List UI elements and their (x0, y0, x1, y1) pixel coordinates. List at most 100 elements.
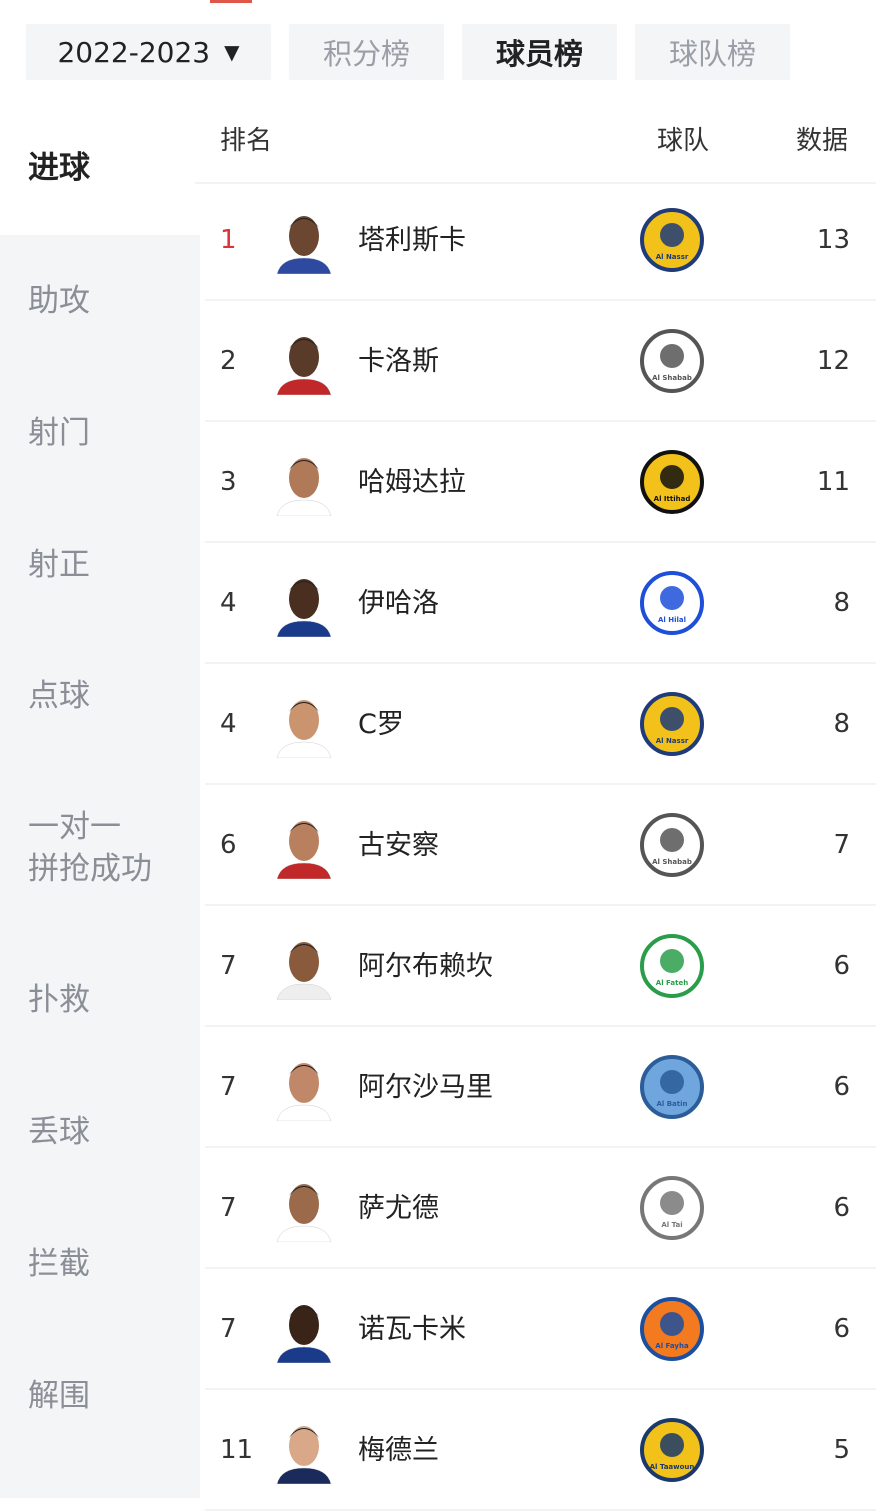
stat-value: 7 (833, 830, 850, 860)
team-name: Al Nassr (656, 737, 689, 745)
team-name: Al Shabab (652, 374, 692, 382)
sidebar-item-label: 丢球 (28, 1114, 90, 1150)
player-name[interactable]: 古安察 (358, 830, 439, 861)
sidebar-item-label: 扑救 (28, 982, 90, 1018)
sidebar-item-label: 一对一 拼抢成功 (28, 809, 152, 887)
rank: 2 (220, 346, 237, 376)
player-name[interactable]: 萨尤德 (358, 1193, 439, 1224)
table-row[interactable]: 7 萨尤德 Al Tai 6 (205, 1148, 876, 1269)
team-badge-icon[interactable]: Al Taawoun (637, 1415, 707, 1485)
table-row[interactable]: 7 诺瓦卡米 Al Fayha 6 (205, 1269, 876, 1390)
stat-value: 12 (816, 346, 850, 376)
table-row[interactable]: 7 阿尔布赖坎 Al Fateh 6 (205, 906, 876, 1027)
sidebar-item[interactable]: 点球 (0, 630, 200, 762)
season-dropdown[interactable]: 2022-2023 ▼ (26, 24, 271, 80)
team-name: Al Tai (661, 1221, 682, 1229)
col-rank-header: 排名 (220, 126, 273, 156)
sidebar-item-label: 点球 (28, 678, 90, 714)
stat-value: 5 (833, 1435, 850, 1465)
player-name[interactable]: 阿尔布赖坎 (358, 951, 493, 982)
table-row[interactable]: 2 卡洛斯 Al Shabab 12 (205, 301, 876, 422)
col-data-header: 数据 (796, 126, 849, 156)
sidebar-item-label: 助攻 (28, 283, 90, 319)
team-name: Al Fayha (655, 1342, 689, 1350)
tab-players[interactable]: 球员榜 (462, 24, 617, 80)
team-badge-icon[interactable]: Al Nassr (637, 205, 707, 275)
tab-standings[interactable]: 积分榜 (289, 24, 444, 80)
header-divider (195, 182, 876, 184)
team-badge-icon[interactable]: Al Shabab (637, 326, 707, 396)
player-name[interactable]: 诺瓦卡米 (358, 1314, 466, 1345)
rank: 6 (220, 830, 237, 860)
player-avatar (276, 942, 332, 1000)
team-name: Al Hilal (658, 616, 686, 624)
stat-value: 11 (816, 467, 850, 497)
rank: 4 (220, 709, 237, 739)
table-row[interactable]: 7 阿尔沙马里 Al Batin 6 (205, 1027, 876, 1148)
stat-value: 6 (833, 1193, 850, 1223)
player-avatar (276, 821, 332, 879)
sidebar-item-label: 解围 (28, 1378, 90, 1414)
rank: 7 (220, 1314, 237, 1344)
player-avatar (276, 216, 332, 274)
player-name[interactable]: 卡洛斯 (358, 346, 439, 377)
season-value: 2022-2023 (57, 35, 211, 69)
team-badge-icon[interactable]: Al Shabab (637, 810, 707, 880)
sidebar-item-label: 拦截 (28, 1246, 90, 1282)
player-name[interactable]: 塔利斯卡 (358, 225, 466, 256)
sidebar-item-label: 射门 (28, 415, 90, 451)
player-avatar (276, 1184, 332, 1242)
sidebar-item[interactable]: 扑救 (0, 934, 200, 1066)
team-name: Al Fateh (656, 979, 688, 987)
col-team-header: 球队 (657, 126, 710, 156)
top-tab-indicator (210, 0, 252, 3)
table-row[interactable]: 1 塔利斯卡 Al Nassr 13 (205, 180, 876, 301)
team-badge-icon[interactable]: Al Fateh (637, 931, 707, 1001)
stat-value: 6 (833, 1072, 850, 1102)
team-name: Al Batin (656, 1100, 687, 1108)
stat-value: 8 (833, 588, 850, 618)
table-row[interactable]: 11 梅德兰 Al Taawoun 5 (205, 1390, 876, 1511)
table-row[interactable]: 6 古安察 Al Shabab 7 (205, 785, 876, 906)
player-avatar (276, 458, 332, 516)
stat-value: 8 (833, 709, 850, 739)
stat-value: 6 (833, 951, 850, 981)
team-badge-icon[interactable]: Al Hilal (637, 568, 707, 638)
team-name: Al Taawoun (650, 1463, 695, 1471)
sidebar-item[interactable]: 助攻 (0, 235, 200, 367)
player-name[interactable]: 哈姆达拉 (358, 467, 466, 498)
sidebar-item[interactable]: 一对一 拼抢成功 (0, 762, 200, 934)
sidebar-item[interactable]: 拦截 (0, 1198, 200, 1330)
player-name[interactable]: 梅德兰 (358, 1435, 439, 1466)
team-badge-icon[interactable]: Al Batin (637, 1052, 707, 1122)
team-badge-icon[interactable]: Al Ittihad (637, 447, 707, 517)
player-avatar (276, 337, 332, 395)
sidebar-item-label: 进球 (28, 149, 90, 186)
sidebar-item[interactable]: 丢球 (0, 1066, 200, 1198)
rank: 7 (220, 1193, 237, 1223)
table-row[interactable]: 3 哈姆达拉 Al Ittihad 11 (205, 422, 876, 543)
sidebar-item-label: 射正 (28, 546, 90, 583)
player-name[interactable]: 阿尔沙马里 (358, 1072, 493, 1103)
player-name[interactable]: C罗 (358, 709, 404, 740)
sidebar-item[interactable]: 射正 (0, 499, 200, 630)
rank: 7 (220, 951, 237, 981)
stat-value: 6 (833, 1314, 850, 1344)
tab-teams[interactable]: 球队榜 (635, 24, 790, 80)
rank: 3 (220, 467, 237, 497)
table-row[interactable]: 4 C罗 Al Nassr 8 (205, 664, 876, 785)
table-row[interactable]: 4 伊哈洛 Al Hilal 8 (205, 543, 876, 664)
team-badge-icon[interactable]: Al Tai (637, 1173, 707, 1243)
team-badge-icon[interactable]: Al Nassr (637, 689, 707, 759)
player-name[interactable]: 伊哈洛 (358, 588, 439, 619)
rank: 4 (220, 588, 237, 618)
sidebar-item[interactable]: 解围 (0, 1330, 200, 1462)
sidebar-item[interactable]: 进球 (0, 100, 200, 235)
sidebar-item[interactable]: 射门 (0, 367, 200, 499)
player-avatar (276, 1305, 332, 1363)
stat-value: 13 (816, 225, 850, 255)
rank: 1 (220, 225, 237, 255)
team-name: Al Nassr (656, 253, 689, 261)
team-badge-icon[interactable]: Al Fayha (637, 1294, 707, 1364)
player-avatar (276, 579, 332, 637)
